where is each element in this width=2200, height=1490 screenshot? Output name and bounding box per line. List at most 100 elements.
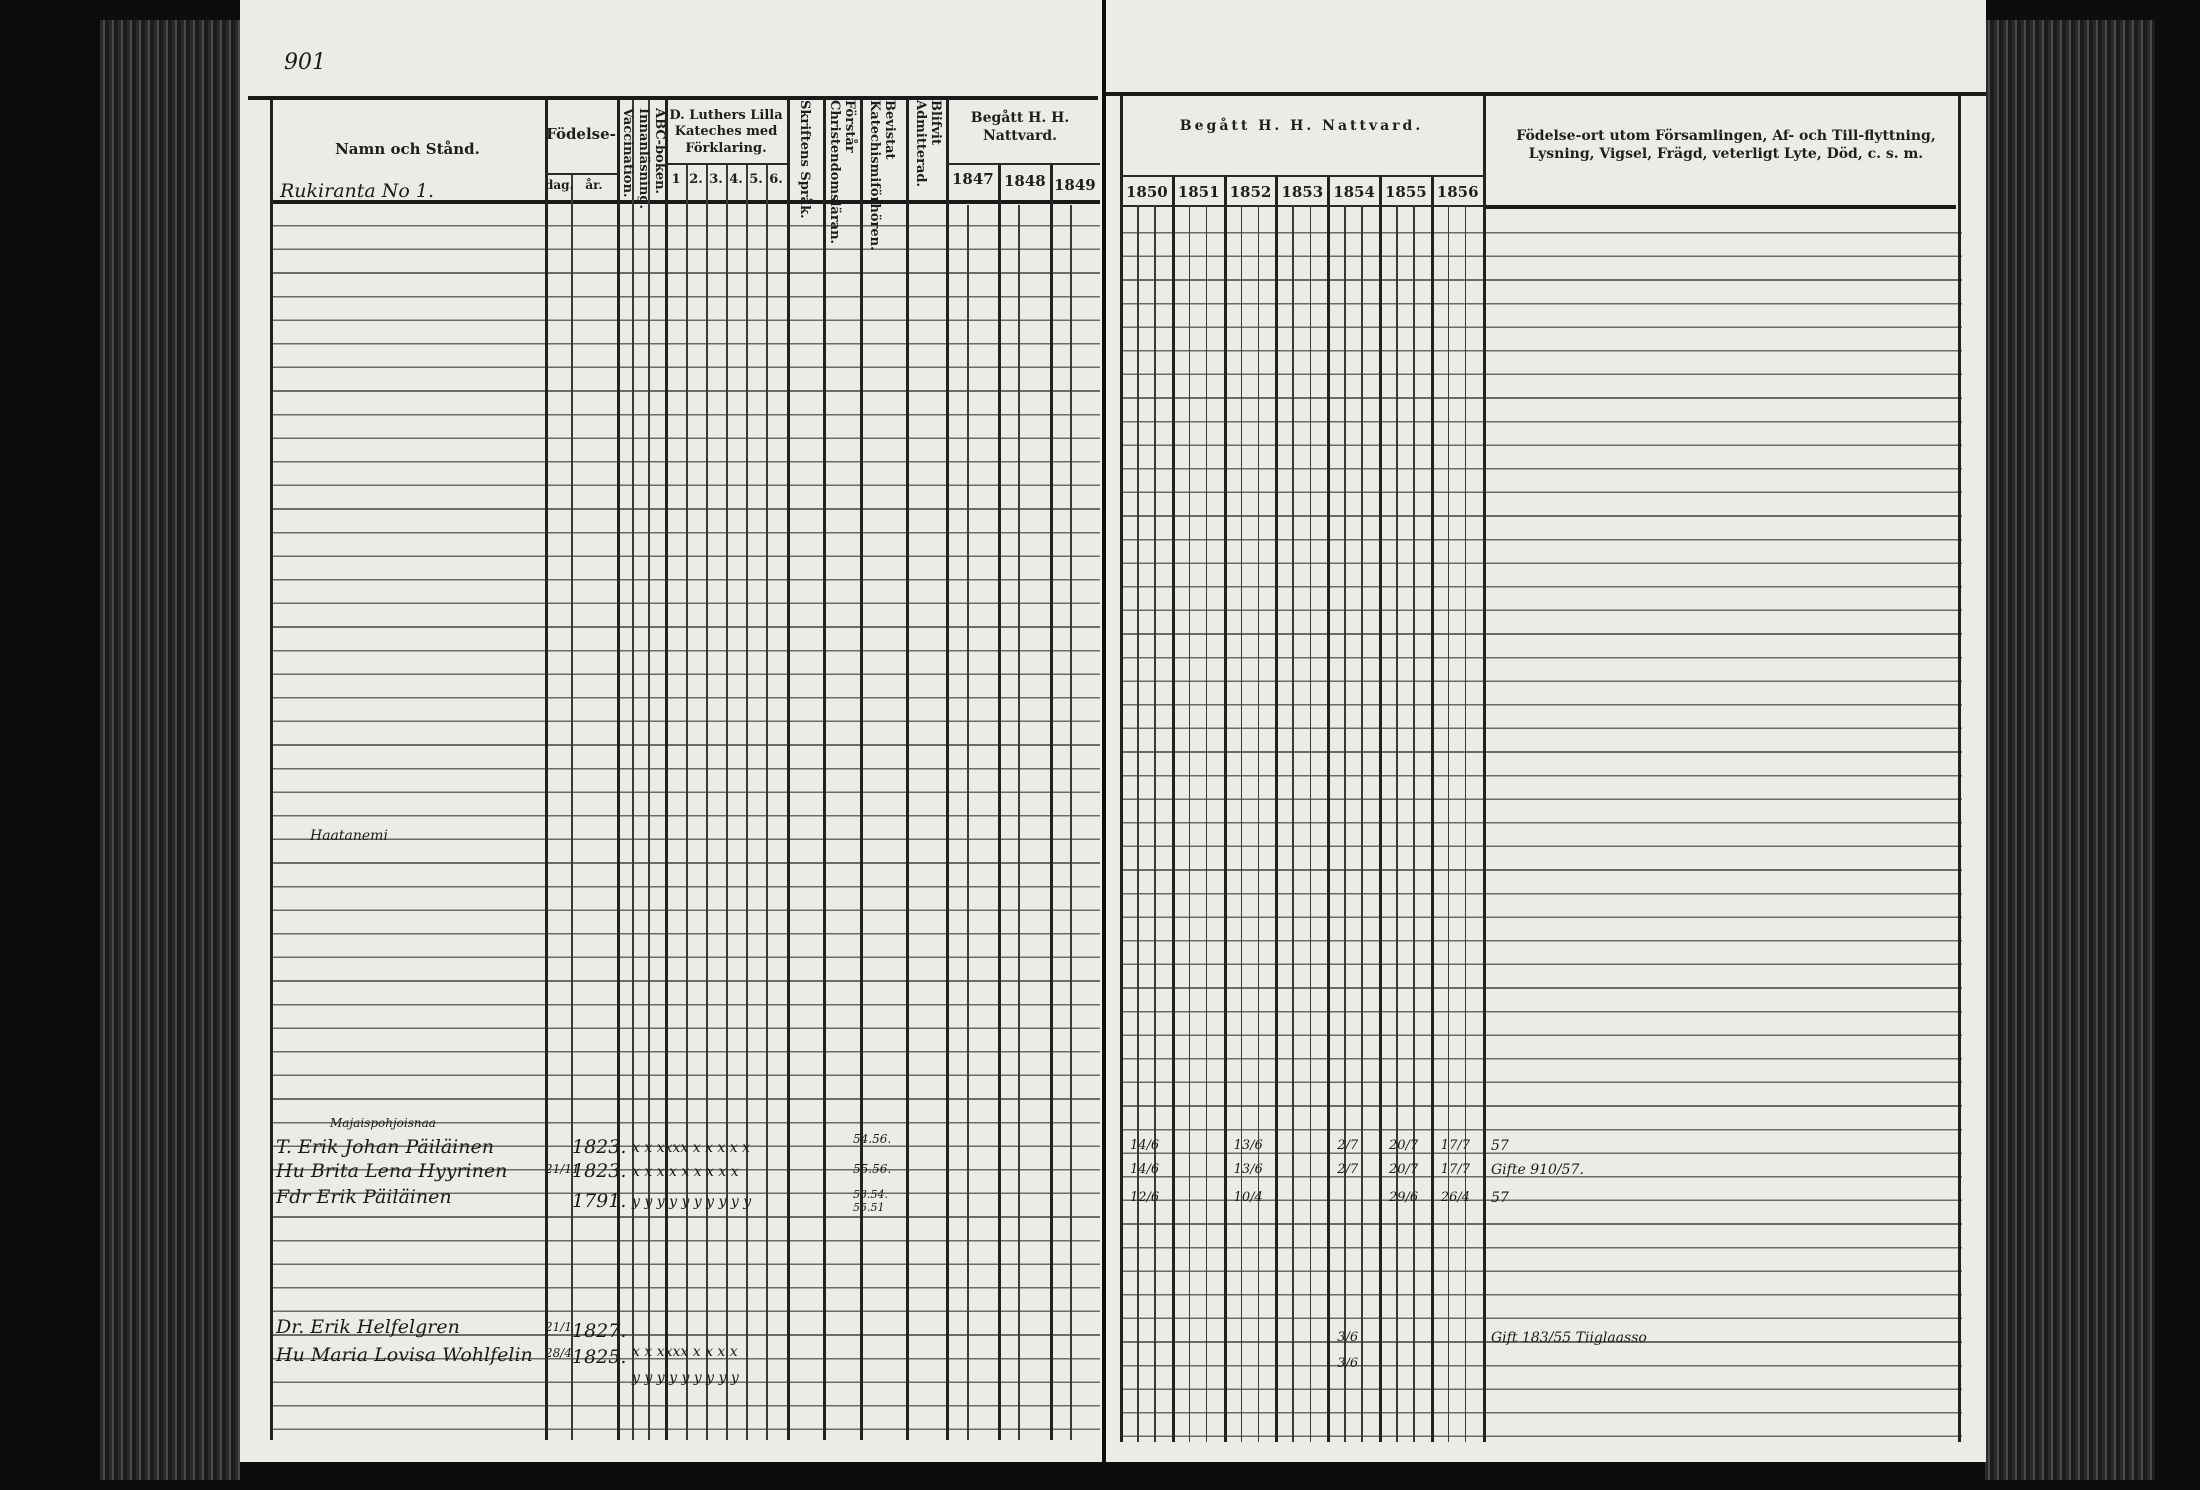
year-1850: 1850 [1126, 183, 1168, 201]
column-line [1430, 175, 1434, 1442]
header-bottom-rule [1486, 205, 1956, 209]
column-line [617, 100, 620, 1440]
header-reading: Innanläsning. [635, 108, 651, 209]
farm-label: Majaispohjoisnaa [330, 1116, 436, 1130]
column-line [1154, 205, 1156, 1442]
entry-remark: 57 [1491, 1190, 1509, 1206]
communion-date: 13/6 [1233, 1138, 1263, 1153]
entry-day: 21/11 [545, 1162, 580, 1176]
header-communion: Begått H. H. Nattvard. [1179, 118, 1424, 134]
subheader-rule [545, 173, 617, 175]
subheader-rule [665, 163, 787, 165]
communion-date: 2/7 [1337, 1162, 1359, 1177]
years-rule [1120, 175, 1483, 177]
year-1849: 1849 [1054, 176, 1096, 194]
column-line [706, 165, 708, 1440]
column-line [1292, 205, 1294, 1442]
column-line [1070, 205, 1072, 1440]
column-line [1205, 205, 1208, 1442]
column-line [823, 100, 826, 1440]
entry-remark: Gift 183/55 Tiiglaasso [1491, 1330, 1647, 1346]
column-line [1344, 205, 1346, 1442]
book-edge-right [1985, 20, 2155, 1480]
header-attended: Bevistat Katechismiförhören. [866, 100, 897, 251]
communion-date: 29/6 [1389, 1190, 1419, 1205]
column-line [686, 165, 688, 1440]
communion-date: 20/7 [1389, 1138, 1419, 1153]
communion-date: 10/4 [1233, 1190, 1263, 1205]
column-line [1958, 96, 1961, 1442]
entry-name: Hu Brita Lena Hyyrinen [276, 1160, 508, 1182]
column-line [665, 100, 668, 1440]
entry-marks: x x x x x x x x x [632, 1164, 739, 1180]
header-abc: ABC-boken. [651, 108, 667, 195]
ruled-rows [1120, 210, 1962, 1442]
entry-year: 1791. [572, 1190, 627, 1212]
communion-date: 17/7 [1440, 1162, 1470, 1177]
communion-date: 20/7 [1389, 1162, 1419, 1177]
year-1854: 1854 [1333, 183, 1375, 201]
luther-part-6: 6. [769, 172, 783, 187]
entry-year: 1823. [572, 1160, 627, 1182]
column-line [1223, 175, 1227, 1442]
top-rule [248, 96, 1098, 100]
year-1855: 1855 [1385, 183, 1427, 201]
luther-part-4: 4. [729, 172, 743, 187]
header-admitted: Blifvit Admitterad. [912, 100, 943, 188]
column-line [632, 100, 634, 1440]
column-line [1309, 205, 1312, 1442]
column-line [726, 165, 728, 1440]
column-line [1361, 205, 1363, 1442]
column-line [1240, 205, 1243, 1442]
entry-year: 1823. [572, 1136, 627, 1158]
column-line [270, 100, 273, 1440]
column-line [946, 100, 949, 1440]
entry-remark: 57 [1491, 1138, 1509, 1154]
year-1853: 1853 [1281, 183, 1324, 201]
luther-part-1: 1 [671, 172, 681, 187]
entry-marks: y y y y y y y y y [632, 1370, 739, 1386]
luther-part-3: 3. [709, 172, 723, 187]
communion-date: 13/6 [1233, 1162, 1263, 1177]
column-line [1188, 205, 1191, 1442]
column-line [1464, 205, 1467, 1442]
communion-date: 3/6 [1337, 1330, 1359, 1345]
entry-name: T. Erik Johan Päiläinen [276, 1136, 494, 1158]
header-birth: Födelse- [546, 125, 616, 143]
column-line [1050, 165, 1053, 1440]
ruled-rows [270, 203, 1100, 1443]
header-scripture: Skriftens Språk. [796, 100, 812, 219]
column-line [1413, 205, 1415, 1442]
column-line [746, 165, 748, 1440]
left-page: 901 Namn och Stånd. Födelse- dag. år. Va… [240, 0, 1102, 1462]
header-understands: Förstår Christendomsläran. [826, 100, 857, 245]
year-1856: 1856 [1436, 183, 1479, 201]
column-line [648, 100, 650, 1440]
column-line [1018, 205, 1020, 1440]
year-1848: 1848 [1004, 172, 1046, 190]
column-line [1483, 96, 1486, 1442]
header-name: Namn och Stånd. [335, 140, 480, 158]
page-number: 901 [284, 50, 326, 75]
column-line [1327, 175, 1331, 1442]
header-bottom-rule [270, 200, 1100, 204]
years-rule [1120, 205, 1483, 207]
village-label: Rukiranta No 1. [280, 180, 435, 202]
header-vaccination: Vaccination. [619, 108, 635, 198]
column-line [1379, 175, 1382, 1442]
column-line [787, 100, 790, 1440]
entry-day: 28/4 [545, 1346, 572, 1360]
header-communion: Begått H. H. Nattvard. [970, 110, 1070, 144]
column-line [766, 165, 768, 1440]
year-1851: 1851 [1177, 183, 1220, 201]
column-line [1396, 205, 1398, 1442]
communion-date: 14/6 [1130, 1138, 1160, 1153]
entry-marks: x x xxxx x x x x x [632, 1140, 751, 1156]
entry-year: 1827. [572, 1320, 627, 1342]
year-1852: 1852 [1229, 183, 1272, 201]
communion-date: 14/6 [1130, 1162, 1160, 1177]
column-line [1120, 96, 1123, 1442]
column-line [545, 100, 548, 1440]
communion-date: 12/6 [1130, 1190, 1160, 1205]
year-1847: 1847 [952, 170, 994, 188]
